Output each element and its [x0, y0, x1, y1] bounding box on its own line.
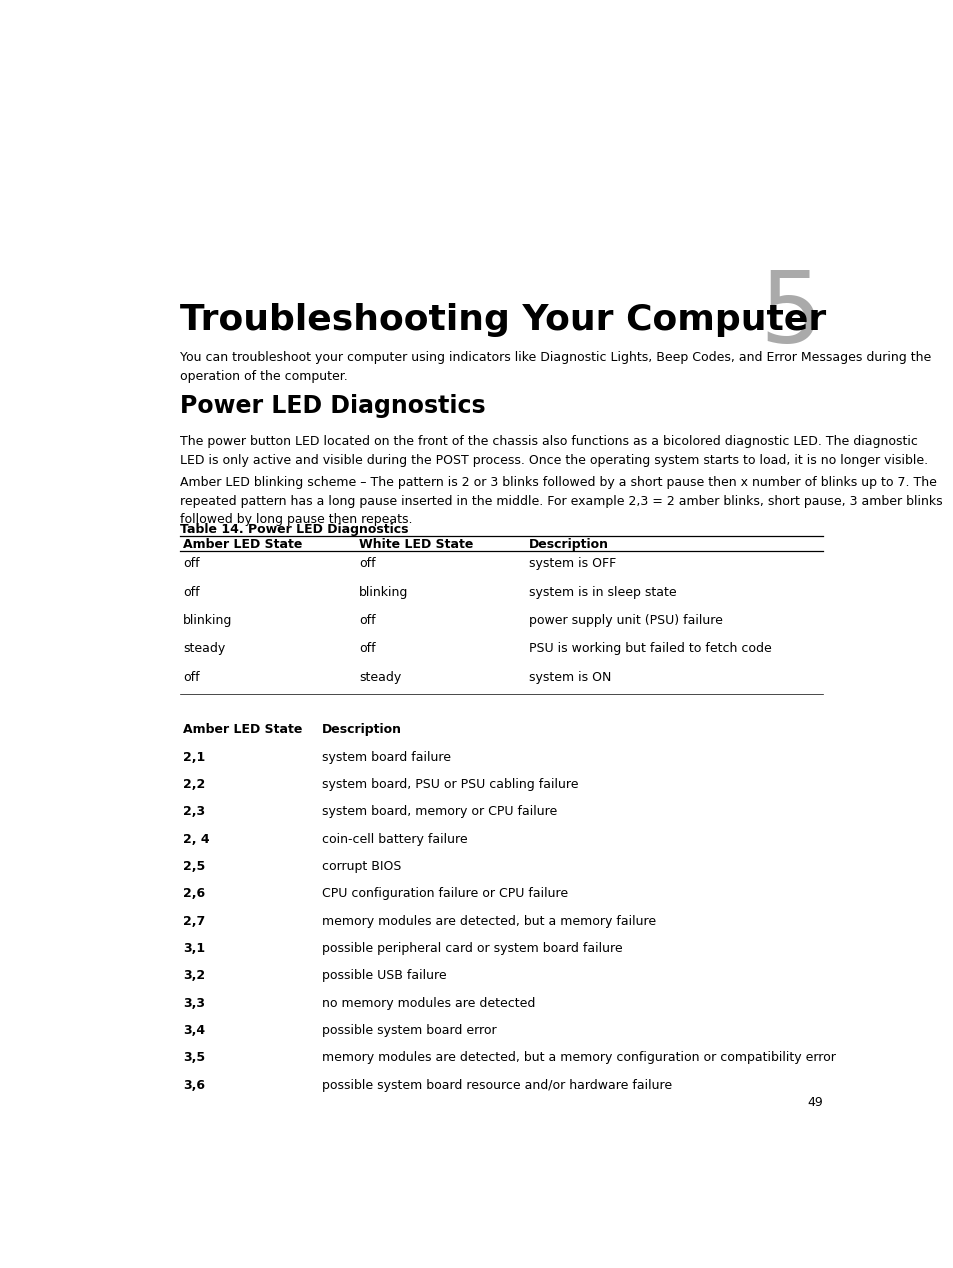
- Text: off: off: [358, 643, 375, 656]
- Text: PSU is working but failed to fetch code: PSU is working but failed to fetch code: [528, 643, 771, 656]
- Text: memory modules are detected, but a memory failure: memory modules are detected, but a memor…: [321, 914, 656, 928]
- Text: 2,5: 2,5: [183, 860, 205, 874]
- Text: 3,1: 3,1: [183, 942, 205, 955]
- Text: 2,6: 2,6: [183, 888, 205, 900]
- Text: You can troubleshoot your computer using indicators like Diagnostic Lights, Beep: You can troubleshoot your computer using…: [180, 351, 930, 383]
- Text: 49: 49: [806, 1096, 822, 1110]
- Text: system is in sleep state: system is in sleep state: [528, 586, 676, 598]
- Text: 3,6: 3,6: [183, 1079, 205, 1092]
- Text: Amber LED State: Amber LED State: [183, 723, 302, 737]
- Text: Amber LED State: Amber LED State: [183, 538, 302, 550]
- Text: off: off: [183, 671, 199, 683]
- Text: steady: steady: [358, 671, 400, 683]
- Text: 2,3: 2,3: [183, 805, 205, 818]
- Text: system board, PSU or PSU cabling failure: system board, PSU or PSU cabling failure: [321, 779, 578, 791]
- Text: Description: Description: [321, 723, 401, 737]
- Text: 2,7: 2,7: [183, 914, 205, 928]
- Text: off: off: [183, 558, 199, 571]
- Text: power supply unit (PSU) failure: power supply unit (PSU) failure: [528, 614, 722, 626]
- Text: 5: 5: [759, 268, 822, 364]
- Text: 3,3: 3,3: [183, 997, 205, 1009]
- Text: memory modules are detected, but a memory configuration or compatibility error: memory modules are detected, but a memor…: [321, 1051, 835, 1064]
- Text: system board failure: system board failure: [321, 751, 451, 763]
- Text: blinking: blinking: [183, 614, 232, 626]
- Text: system is OFF: system is OFF: [528, 558, 616, 571]
- Text: steady: steady: [183, 643, 225, 656]
- Text: Troubleshooting Your Computer: Troubleshooting Your Computer: [180, 303, 825, 337]
- Text: CPU configuration failure or CPU failure: CPU configuration failure or CPU failure: [321, 888, 567, 900]
- Text: possible peripheral card or system board failure: possible peripheral card or system board…: [321, 942, 621, 955]
- Text: off: off: [358, 614, 375, 626]
- Text: White LED State: White LED State: [358, 538, 473, 550]
- Text: 3,4: 3,4: [183, 1025, 205, 1037]
- Text: blinking: blinking: [358, 586, 408, 598]
- Text: Table 14. Power LED Diagnostics: Table 14. Power LED Diagnostics: [180, 524, 408, 536]
- Text: 3,5: 3,5: [183, 1051, 205, 1064]
- Text: 2, 4: 2, 4: [183, 833, 210, 846]
- Text: off: off: [358, 558, 375, 571]
- Text: possible system board error: possible system board error: [321, 1025, 496, 1037]
- Text: no memory modules are detected: no memory modules are detected: [321, 997, 535, 1009]
- Text: system is ON: system is ON: [528, 671, 611, 683]
- Text: 2,1: 2,1: [183, 751, 205, 763]
- Text: Description: Description: [528, 538, 608, 550]
- Text: The power button LED located on the front of the chassis also functions as a bic: The power button LED located on the fron…: [180, 435, 927, 467]
- Text: possible system board resource and/or hardware failure: possible system board resource and/or ha…: [321, 1079, 671, 1092]
- Text: possible USB failure: possible USB failure: [321, 969, 446, 983]
- Text: Amber LED blinking scheme – The pattern is 2 or 3 blinks followed by a short pau: Amber LED blinking scheme – The pattern …: [180, 477, 942, 526]
- Text: corrupt BIOS: corrupt BIOS: [321, 860, 401, 874]
- Text: off: off: [183, 586, 199, 598]
- Text: 2,2: 2,2: [183, 779, 205, 791]
- Text: coin-cell battery failure: coin-cell battery failure: [321, 833, 467, 846]
- Text: Power LED Diagnostics: Power LED Diagnostics: [180, 394, 485, 418]
- Text: system board, memory or CPU failure: system board, memory or CPU failure: [321, 805, 557, 818]
- Text: 3,2: 3,2: [183, 969, 205, 983]
